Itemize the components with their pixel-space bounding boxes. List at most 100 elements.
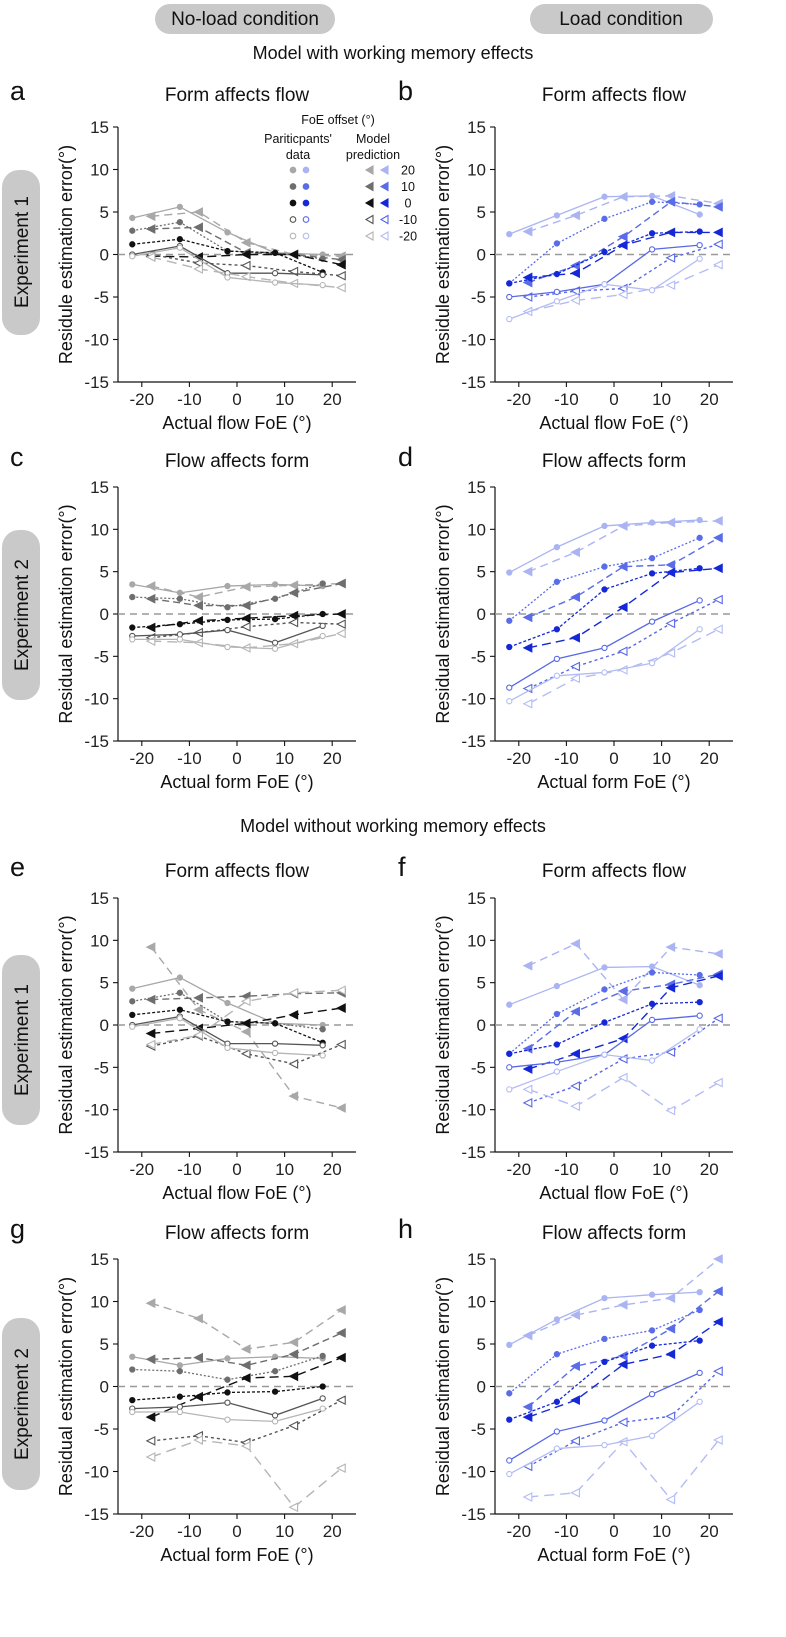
model-point — [193, 207, 203, 217]
x-tick-label: 20 — [700, 390, 719, 409]
x-axis-label: Actual flow FoE (°) — [539, 413, 688, 433]
data-point — [176, 989, 184, 996]
panel-title: Flow affects form — [165, 451, 309, 472]
data-point — [506, 315, 513, 323]
data-point — [648, 1391, 656, 1398]
data-point — [506, 569, 513, 576]
model-point — [665, 1349, 676, 1360]
x-tick-label: -10 — [177, 1522, 202, 1541]
model-point — [570, 938, 580, 949]
model-point — [617, 986, 628, 997]
y-tick-label: -15 — [84, 373, 109, 392]
data-point — [506, 1390, 513, 1397]
model-line-offset--20 — [151, 256, 342, 289]
model-point — [712, 563, 723, 574]
data-point — [553, 1010, 561, 1018]
model-point — [335, 619, 346, 630]
model-point — [145, 994, 156, 1005]
data-point — [129, 593, 136, 601]
model-point — [193, 1435, 203, 1445]
data-point — [129, 1408, 136, 1416]
y-tick-label: 10 — [467, 161, 486, 180]
data-point — [601, 563, 608, 570]
data-point — [601, 215, 608, 222]
data-point — [648, 1016, 656, 1024]
model-point — [665, 942, 676, 952]
model-point — [240, 1441, 251, 1451]
model-point — [335, 1352, 346, 1363]
data-point — [224, 1416, 231, 1423]
model-point — [288, 1420, 299, 1431]
model-point — [193, 264, 203, 274]
data-point — [176, 974, 184, 981]
model-point — [665, 618, 676, 629]
data-point — [129, 998, 136, 1005]
data-point — [129, 636, 136, 643]
data-point — [553, 655, 561, 663]
x-tick-label: 10 — [652, 749, 671, 768]
y-axis-label: Residual estimation error(°) — [433, 915, 453, 1134]
data-point — [224, 247, 231, 255]
model-point — [288, 249, 299, 260]
x-tick-label: 20 — [323, 390, 342, 409]
model-point — [712, 1366, 723, 1377]
model-point — [665, 190, 676, 201]
y-axis-label: Residule estimation error(°) — [433, 145, 453, 364]
model-point — [570, 1006, 580, 1017]
model-point — [145, 224, 156, 234]
model-point — [193, 993, 203, 1003]
data-point — [319, 1042, 326, 1049]
data-point — [648, 519, 656, 526]
data-line-offset-10 — [508, 1309, 700, 1394]
model-point — [522, 306, 533, 317]
model-point — [665, 1323, 676, 1334]
model-point — [288, 1502, 299, 1513]
data-point — [601, 986, 608, 993]
data-point — [319, 1352, 326, 1360]
model-point — [570, 260, 580, 271]
no-load-header-pill — [155, 4, 335, 34]
model-point — [522, 1402, 533, 1412]
x-tick-label: -20 — [130, 1160, 155, 1179]
x-tick-label: 20 — [700, 1522, 719, 1541]
legend-offset-label: 10 — [401, 180, 415, 194]
model-point — [665, 648, 676, 658]
y-tick-label: -15 — [461, 373, 486, 392]
panel-a: a Form affects flow 15 10 5 0 -5 -10 -15 -20 -10 0 1… — [10, 76, 417, 433]
data-point — [696, 1026, 703, 1033]
data-point — [129, 581, 136, 588]
data-point — [319, 622, 326, 630]
x-axis-label: Actual form FoE (°) — [537, 1545, 690, 1565]
data-point — [696, 211, 703, 218]
model-point — [617, 561, 628, 572]
data-point — [176, 589, 184, 596]
model-point — [570, 592, 580, 602]
data-point — [553, 1445, 561, 1452]
legend: FoE offset (°) Pariticpants' data Model pred… — [264, 113, 417, 244]
y-tick-label: 5 — [477, 1335, 486, 1354]
model-point — [570, 1395, 580, 1405]
model-point — [570, 1310, 580, 1320]
model-line-offset--10 — [527, 1370, 720, 1468]
y-tick-label: 0 — [477, 1016, 486, 1035]
model-point — [665, 567, 676, 578]
legend-gray-dot — [289, 216, 297, 223]
model-point — [665, 1494, 676, 1505]
legend-offset-label: -20 — [399, 230, 417, 244]
data-point — [319, 1026, 326, 1033]
model-point — [335, 282, 346, 293]
model-point — [288, 1091, 299, 1102]
model-point — [193, 615, 203, 626]
model-point — [665, 517, 676, 528]
model-point — [145, 1412, 156, 1422]
model-point — [617, 646, 628, 657]
y-tick-label: 10 — [90, 1293, 109, 1312]
data-point — [506, 617, 513, 624]
data-point — [601, 1358, 608, 1365]
data-point — [319, 1405, 326, 1412]
model-line-offset--10 — [528, 243, 719, 298]
data-point — [601, 586, 608, 593]
model-point — [288, 587, 299, 598]
model-point — [193, 1352, 203, 1363]
panel-c: c Flow affects form 15 10 5 0 -5 -10 -15 -20 -10 0 1… — [10, 442, 356, 792]
